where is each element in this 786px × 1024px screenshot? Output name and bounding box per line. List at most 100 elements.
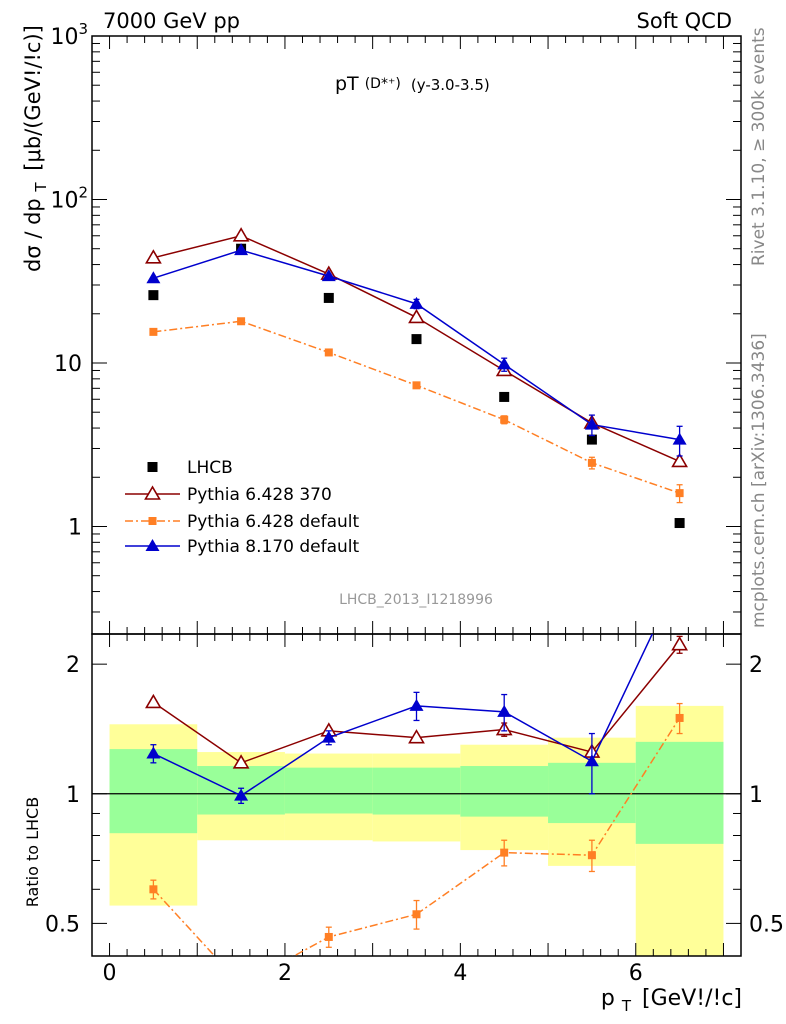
top-y-tick-label: 102 xyxy=(50,183,88,213)
band-green-2 xyxy=(284,767,373,814)
ratio-y-tick-label-right: 2 xyxy=(749,653,763,678)
top-data-point xyxy=(412,381,421,390)
ratio-series-pythia-6-428-default xyxy=(149,702,684,956)
top-y-tick-label-exp: 2 xyxy=(78,183,88,201)
legend-marker xyxy=(144,485,161,500)
top-data-point xyxy=(500,415,509,424)
top-y-axis-label-prefix: dσ / dp xyxy=(21,198,45,272)
top-data-point xyxy=(144,249,162,264)
band-green-3 xyxy=(372,767,461,815)
plot-title-range: (y-3.0-3.5) xyxy=(411,76,490,94)
ratio-series-pythia-8-170-default xyxy=(146,634,654,805)
ratio-panel: 0 2 4 6 0.5 0.5 1 1 2 2 xyxy=(45,633,784,986)
legend-item: LHCB xyxy=(147,458,233,478)
top-series-pythia-6-428-370 xyxy=(144,227,689,468)
top-y-tick-label-base: 10 xyxy=(50,188,78,213)
x-axis-label-prefix: p xyxy=(601,986,615,1011)
ratio-data-point xyxy=(675,713,684,722)
x-axis-label-suffix: [GeV!/!c] xyxy=(642,986,742,1011)
ratio-data-point xyxy=(671,636,689,651)
legend-label: Pythia 8.170 default xyxy=(187,537,360,557)
plot-title: pT (D*⁺) (y-3.0-3.5) xyxy=(335,71,490,95)
ratio-data-point xyxy=(587,851,596,860)
top-data-point xyxy=(499,391,510,402)
x-axis-label: p T [GeV!/!c] xyxy=(601,986,742,1017)
top-y-tick-label-base: 1 xyxy=(68,515,82,540)
ratio-data-point xyxy=(497,704,512,717)
header-left: 7000 GeV pp xyxy=(103,9,240,33)
ratio-y-tick-label-left: 1 xyxy=(66,783,80,808)
top-data-point xyxy=(234,243,249,256)
top-y-axis-label-sub: T xyxy=(32,182,50,193)
top-data-point xyxy=(323,292,334,303)
ratio-frame xyxy=(91,633,742,957)
ratio-data-point xyxy=(232,754,250,769)
top-data-point xyxy=(146,271,161,284)
legend-item: Pythia 8.170 default xyxy=(125,537,360,557)
top-y-tick-label-exp: 3 xyxy=(78,20,88,38)
header-right: Soft QCD xyxy=(637,9,732,33)
analysis-watermark: LHCB_2013_I1218996 xyxy=(339,592,493,608)
top-series-pythia-6-428-default xyxy=(149,317,684,504)
ratio-data-point xyxy=(146,746,161,759)
ratio-data-point xyxy=(144,693,162,709)
top-data-point xyxy=(675,489,684,498)
top-series-line xyxy=(153,234,680,463)
top-y-axis-label-suffix: [μb/(GeV!/!c)] xyxy=(21,25,45,171)
legend-label: Pythia 6.428 default xyxy=(187,512,360,532)
ratio-data-point xyxy=(234,788,249,801)
top-y-tick-label: 103 xyxy=(50,20,88,50)
plot-title-main: pT xyxy=(335,73,359,95)
ratio-y-tick-label-right: 0.5 xyxy=(749,912,784,937)
ratio-data-point xyxy=(324,932,333,941)
top-data-point xyxy=(584,417,599,430)
top-data-point xyxy=(237,317,246,326)
top-data-point xyxy=(674,518,685,529)
ratio-data-point xyxy=(500,848,509,857)
top-data-point xyxy=(321,269,336,282)
legend: LHCB Pythia 6.428 370 Pythia 6.428 default… xyxy=(125,458,360,557)
top-data-point xyxy=(324,348,333,357)
legend-label: Pythia 6.428 370 xyxy=(187,485,332,505)
plot-title-particle: (D*⁺) xyxy=(365,76,401,92)
top-data-point xyxy=(587,458,596,467)
ratio-data-point xyxy=(412,910,421,919)
top-data-point xyxy=(671,452,689,468)
top-data-point xyxy=(672,432,687,445)
top-data-point xyxy=(411,334,422,345)
top-data-point xyxy=(409,296,424,309)
top-series-pythia-8-170-default xyxy=(146,243,687,457)
top-y-tick-label-base: 10 xyxy=(54,352,82,377)
legend-marker xyxy=(145,539,160,551)
ratio-data-point xyxy=(408,729,425,744)
ratio-data-point xyxy=(584,754,599,767)
side-note-top: Rivet 3.1.10, ≥ 300k events xyxy=(749,27,769,266)
top-data-point xyxy=(149,327,158,336)
top-data-point xyxy=(232,227,250,242)
ratio-y-tick-label-left: 2 xyxy=(66,653,80,678)
ratio-data-point xyxy=(409,698,424,711)
legend-marker xyxy=(148,517,157,525)
top-series-line xyxy=(153,249,680,441)
band-green-4 xyxy=(460,766,549,817)
legend-item: Pythia 6.428 default xyxy=(125,512,360,532)
top-data-point xyxy=(148,290,159,301)
ratio-data-point xyxy=(321,730,336,743)
legend-item: Pythia 6.428 370 xyxy=(125,485,332,505)
legend-label: LHCB xyxy=(187,458,233,478)
top-y-axis-label: dσ / dp T [μb/(GeV!/!c)] xyxy=(21,25,51,272)
top-y-tick-label: 10 xyxy=(54,352,82,377)
x-tick-label: 6 xyxy=(629,961,643,986)
ratio-y-tick-label-left: 0.5 xyxy=(45,912,80,937)
x-tick-label: 4 xyxy=(453,961,467,986)
top-y-tick-label: 1 xyxy=(68,515,82,540)
ratio-bands xyxy=(109,705,724,956)
top-y-tick-label-base: 10 xyxy=(50,25,78,50)
band-green-6 xyxy=(635,741,724,844)
ratio-y-tick-label-right: 1 xyxy=(749,783,763,808)
x-tick-label: 0 xyxy=(103,961,117,986)
top-data-point xyxy=(408,308,425,324)
top-data-point xyxy=(497,357,512,370)
